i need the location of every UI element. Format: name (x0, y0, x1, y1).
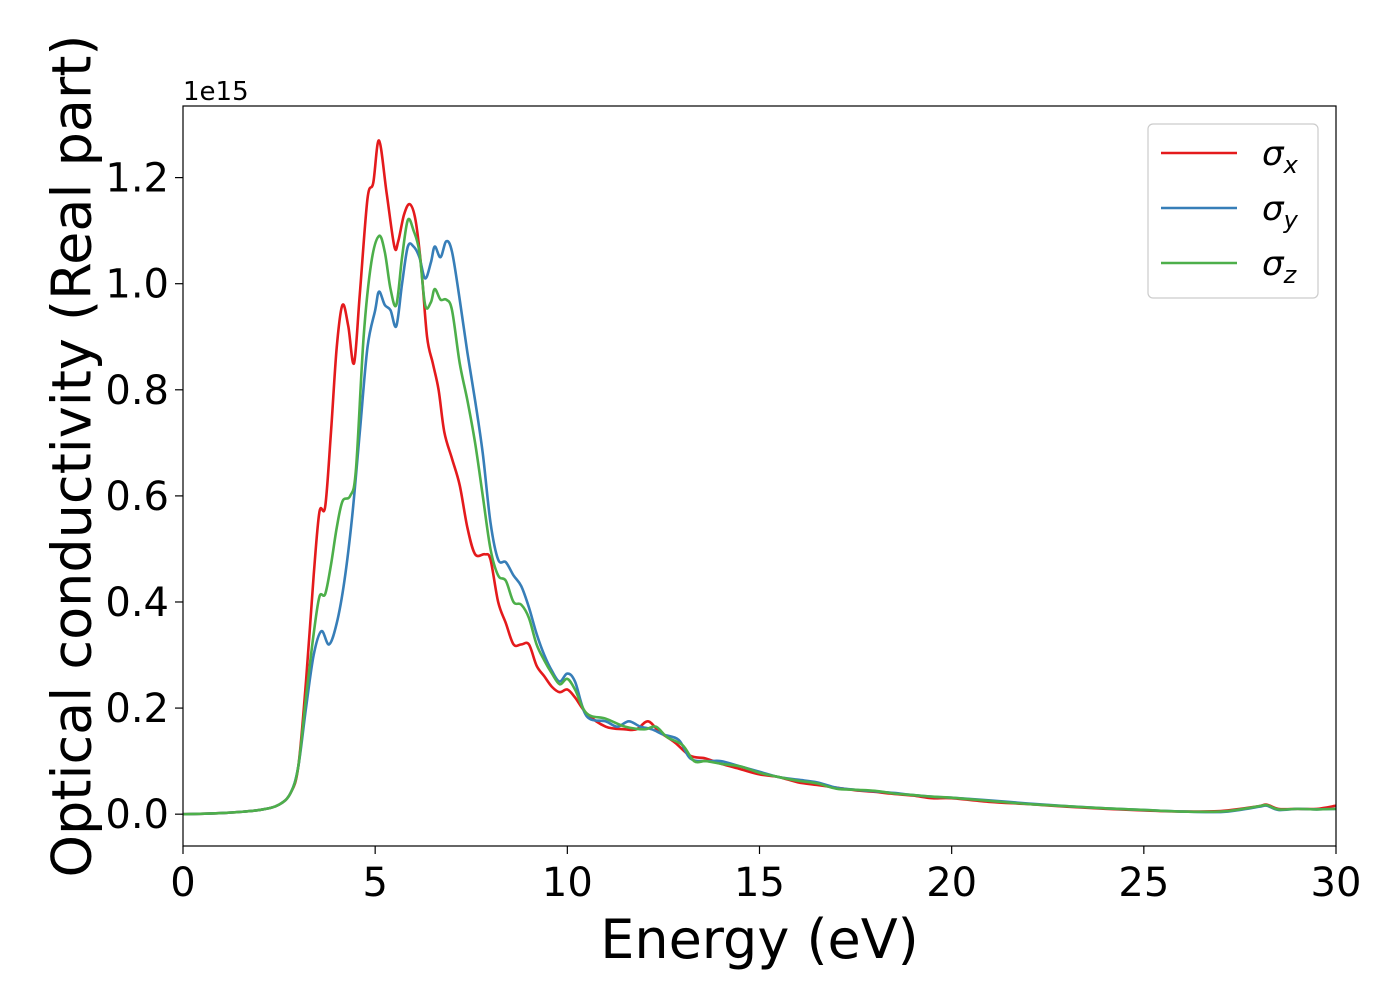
y-offset-label: 1e15 (183, 77, 249, 107)
x-tick-label: 30 (1311, 860, 1362, 906)
x-tick-label: 15 (734, 860, 785, 906)
legend-label-z: σz (1262, 244, 1298, 289)
legend-box (1147, 123, 1319, 299)
y-tick-label: 0.2 (105, 686, 169, 732)
y-axis: 0.0 0.2 0.4 0.6 0.8 1.0 1.2 (105, 156, 183, 838)
series-line-z (183, 217, 1336, 816)
series-layer (183, 139, 1336, 816)
x-tick-label: 10 (542, 860, 593, 906)
y-tick-label: 0.0 (105, 792, 169, 838)
x-tick-label: 0 (170, 860, 195, 906)
x-axis-label: Energy (eV) (600, 908, 919, 971)
y-tick-label: 0.4 (105, 580, 169, 626)
legend-label-x: σx (1262, 134, 1299, 179)
legend: σx σy σz (1147, 123, 1319, 299)
y-tick-label: 0.6 (105, 474, 169, 520)
y-tick-label: 1.2 (105, 156, 169, 202)
x-tick-label: 5 (362, 860, 387, 906)
x-axis: 0 5 10 15 20 25 30 (170, 846, 1361, 906)
plot-area (182, 105, 1337, 847)
y-tick-label: 1.0 (105, 262, 169, 308)
x-tick-label: 20 (926, 860, 977, 906)
x-tick-label: 25 (1118, 860, 1169, 906)
legend-label-y: σy (1262, 189, 1299, 234)
y-tick-label: 0.8 (105, 368, 169, 414)
y-axis-label: Optical conductivity (Real part) (41, 35, 104, 878)
